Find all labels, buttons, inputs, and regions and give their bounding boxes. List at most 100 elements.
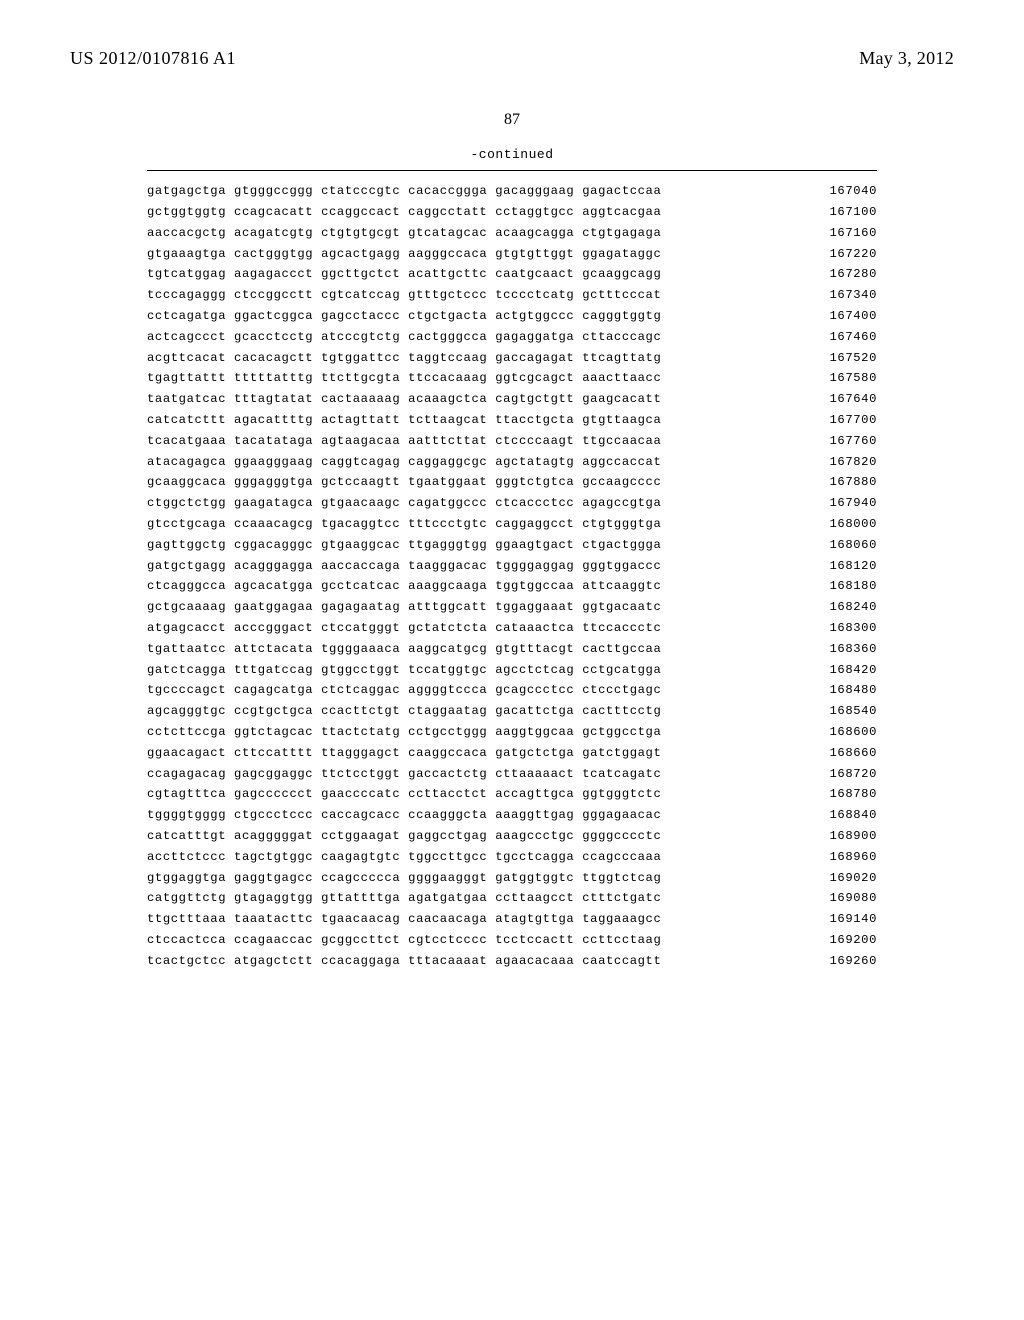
sequence-bases: aaccacgctg acagatcgtg ctgtgtgcgt gtcatag… bbox=[147, 227, 661, 239]
sequence-position: 167280 bbox=[818, 268, 877, 280]
sequence-row: agcagggtgc ccgtgctgca ccacttctgt ctaggaa… bbox=[147, 701, 877, 722]
sequence-bases: gctggtggtg ccagcacatt ccaggccact caggcct… bbox=[147, 206, 661, 218]
sequence-position: 168360 bbox=[818, 643, 877, 655]
sequence-position: 168120 bbox=[818, 560, 877, 572]
sequence-position: 168540 bbox=[818, 705, 877, 717]
sequence-row: cctcttccga ggtctagcac ttactctatg cctgcct… bbox=[147, 722, 877, 743]
sequence-position: 168660 bbox=[818, 747, 877, 759]
sequence-row: tggggtgggg ctgccctccc caccagcacc ccaaggg… bbox=[147, 805, 877, 826]
sequence-position: 167580 bbox=[818, 372, 877, 384]
continued-block: -continued bbox=[147, 147, 877, 162]
sequence-bases: gtggaggtga gaggtgagcc ccagccccca ggggaag… bbox=[147, 872, 661, 884]
sequence-bases: gatgagctga gtgggccggg ctatcccgtc cacaccg… bbox=[147, 185, 661, 197]
sequence-bases: gatgctgagg acagggagga aaccaccaga taaggga… bbox=[147, 560, 661, 572]
sequence-bases: tcactgctcc atgagctctt ccacaggaga tttacaa… bbox=[147, 955, 661, 967]
sequence-bases: ctccactcca ccagaaccac gcggccttct cgtcctc… bbox=[147, 934, 661, 946]
sequence-bases: ctcagggcca agcacatgga gcctcatcac aaaggca… bbox=[147, 580, 661, 592]
sequence-row: catcatcttt agacattttg actagttatt tcttaag… bbox=[147, 410, 877, 431]
sequence-row: catggttctg gtagaggtgg gttattttga agatgat… bbox=[147, 888, 877, 909]
sequence-row: gatctcagga tttgatccag gtggcctggt tccatgg… bbox=[147, 659, 877, 680]
sequence-row: gctgcaaaag gaatggagaa gagagaatag atttggc… bbox=[147, 597, 877, 618]
sequence-bases: cgtagtttca gagcccccct gaaccccatc ccttacc… bbox=[147, 788, 661, 800]
sequence-position: 167400 bbox=[818, 310, 877, 322]
sequence-position: 167700 bbox=[818, 414, 877, 426]
sequence-row: gtggaggtga gaggtgagcc ccagccccca ggggaag… bbox=[147, 867, 877, 888]
sequence-bases: tggggtgggg ctgccctccc caccagcacc ccaaggg… bbox=[147, 809, 661, 821]
publication-date: May 3, 2012 bbox=[859, 48, 954, 69]
sequence-position: 167760 bbox=[818, 435, 877, 447]
sequence-bases: ctggctctgg gaagatagca gtgaacaagc cagatgg… bbox=[147, 497, 661, 509]
sequence-bases: actcagccct gcacctcctg atcccgtctg cactggg… bbox=[147, 331, 661, 343]
sequence-row: ctccactcca ccagaaccac gcggccttct cgtcctc… bbox=[147, 930, 877, 951]
sequence-position: 169080 bbox=[818, 892, 877, 904]
sequence-row: ggaacagact cttccatttt ttagggagct caaggcc… bbox=[147, 743, 877, 764]
sequence-position: 169140 bbox=[818, 913, 877, 925]
sequence-row: gagttggctg cggacagggc gtgaaggcac ttgaggg… bbox=[147, 535, 877, 556]
sequence-row: tcacatgaaa tacatataga agtaagacaa aatttct… bbox=[147, 431, 877, 452]
sequence-row: gctggtggtg ccagcacatt ccaggccact caggcct… bbox=[147, 202, 877, 223]
sequence-row: ttgctttaaa taaatacttc tgaacaacag caacaac… bbox=[147, 909, 877, 930]
sequence-position: 167160 bbox=[818, 227, 877, 239]
sequence-row: actcagccct gcacctcctg atcccgtctg cactggg… bbox=[147, 327, 877, 348]
sequence-position: 168900 bbox=[818, 830, 877, 842]
sequence-position: 167100 bbox=[818, 206, 877, 218]
patent-page: US 2012/0107816 A1 May 3, 2012 87 -conti… bbox=[0, 0, 1024, 1320]
sequence-bases: tgagttattt tttttatttg ttcttgcgta ttccaca… bbox=[147, 372, 661, 384]
sequence-row: gatgagctga gtgggccggg ctatcccgtc cacaccg… bbox=[147, 181, 877, 202]
sequence-row: gatgctgagg acagggagga aaccaccaga taaggga… bbox=[147, 555, 877, 576]
sequence-bases: agcagggtgc ccgtgctgca ccacttctgt ctaggaa… bbox=[147, 705, 661, 717]
sequence-bases: gcaaggcaca gggagggtga gctccaagtt tgaatgg… bbox=[147, 476, 661, 488]
sequence-position: 168720 bbox=[818, 768, 877, 780]
sequence-bases: ttgctttaaa taaatacttc tgaacaacag caacaac… bbox=[147, 913, 661, 925]
sequence-row: tcactgctcc atgagctctt ccacaggaga tttacaa… bbox=[147, 950, 877, 971]
sequence-position: 167880 bbox=[818, 476, 877, 488]
sequence-position: 168180 bbox=[818, 580, 877, 592]
rule-top bbox=[147, 170, 877, 171]
sequence-bases: ggaacagact cttccatttt ttagggagct caaggcc… bbox=[147, 747, 661, 759]
sequence-position: 167940 bbox=[818, 497, 877, 509]
sequence-row: cgtagtttca gagcccccct gaaccccatc ccttacc… bbox=[147, 784, 877, 805]
sequence-position: 167040 bbox=[818, 185, 877, 197]
sequence-bases: acgttcacat cacacagctt tgtggattcc taggtcc… bbox=[147, 352, 661, 364]
sequence-position: 168420 bbox=[818, 664, 877, 676]
sequence-row: catcatttgt acagggggat cctggaagat gaggcct… bbox=[147, 826, 877, 847]
sequence-row: tgccccagct cagagcatga ctctcaggac aggggtc… bbox=[147, 680, 877, 701]
sequence-row: ccagagacag gagcggaggc ttctcctggt gaccact… bbox=[147, 763, 877, 784]
sequence-bases: tcccagaggg ctccggcctt cgtcatccag gtttgct… bbox=[147, 289, 661, 301]
sequence-position: 168060 bbox=[818, 539, 877, 551]
sequence-position: 168840 bbox=[818, 809, 877, 821]
sequence-row: atacagagca ggaagggaag caggtcagag caggagg… bbox=[147, 451, 877, 472]
sequence-row: acgttcacat cacacagctt tgtggattcc taggtcc… bbox=[147, 347, 877, 368]
sequence-listing: gatgagctga gtgggccggg ctatcccgtc cacaccg… bbox=[147, 181, 877, 971]
sequence-row: tgattaatcc attctacata tggggaaaca aaggcat… bbox=[147, 639, 877, 660]
sequence-bases: gctgcaaaag gaatggagaa gagagaatag atttggc… bbox=[147, 601, 661, 613]
sequence-bases: tcacatgaaa tacatataga agtaagacaa aatttct… bbox=[147, 435, 661, 447]
sequence-row: aaccacgctg acagatcgtg ctgtgtgcgt gtcatag… bbox=[147, 223, 877, 244]
sequence-bases: accttctccc tagctgtggc caagagtgtc tggcctt… bbox=[147, 851, 661, 863]
sequence-position: 168780 bbox=[818, 788, 877, 800]
continued-label: -continued bbox=[147, 147, 877, 162]
sequence-position: 169020 bbox=[818, 872, 877, 884]
sequence-row: ctcagggcca agcacatgga gcctcatcac aaaggca… bbox=[147, 576, 877, 597]
page-header: US 2012/0107816 A1 May 3, 2012 bbox=[70, 48, 954, 69]
sequence-row: cctcagatga ggactcggca gagcctaccc ctgctga… bbox=[147, 306, 877, 327]
sequence-bases: gagttggctg cggacagggc gtgaaggcac ttgaggg… bbox=[147, 539, 661, 551]
sequence-bases: gatctcagga tttgatccag gtggcctggt tccatgg… bbox=[147, 664, 661, 676]
sequence-bases: gtgaaagtga cactgggtgg agcactgagg aagggcc… bbox=[147, 248, 661, 260]
sequence-row: taatgatcac tttagtatat cactaaaaag acaaagc… bbox=[147, 389, 877, 410]
sequence-position: 168960 bbox=[818, 851, 877, 863]
sequence-row: atgagcacct acccgggact ctccatgggt gctatct… bbox=[147, 618, 877, 639]
sequence-row: tgagttattt tttttatttg ttcttgcgta ttccaca… bbox=[147, 368, 877, 389]
sequence-bases: cctcagatga ggactcggca gagcctaccc ctgctga… bbox=[147, 310, 661, 322]
sequence-bases: atacagagca ggaagggaag caggtcagag caggagg… bbox=[147, 456, 661, 468]
sequence-bases: tgtcatggag aagagaccct ggcttgctct acattgc… bbox=[147, 268, 661, 280]
sequence-bases: tgccccagct cagagcatga ctctcaggac aggggtc… bbox=[147, 684, 661, 696]
sequence-position: 168240 bbox=[818, 601, 877, 613]
sequence-position: 169200 bbox=[818, 934, 877, 946]
sequence-position: 167340 bbox=[818, 289, 877, 301]
sequence-bases: catcatcttt agacattttg actagttatt tcttaag… bbox=[147, 414, 661, 426]
sequence-bases: ccagagacag gagcggaggc ttctcctggt gaccact… bbox=[147, 768, 661, 780]
sequence-position: 167520 bbox=[818, 352, 877, 364]
sequence-position: 167460 bbox=[818, 331, 877, 343]
sequence-bases: atgagcacct acccgggact ctccatgggt gctatct… bbox=[147, 622, 661, 634]
